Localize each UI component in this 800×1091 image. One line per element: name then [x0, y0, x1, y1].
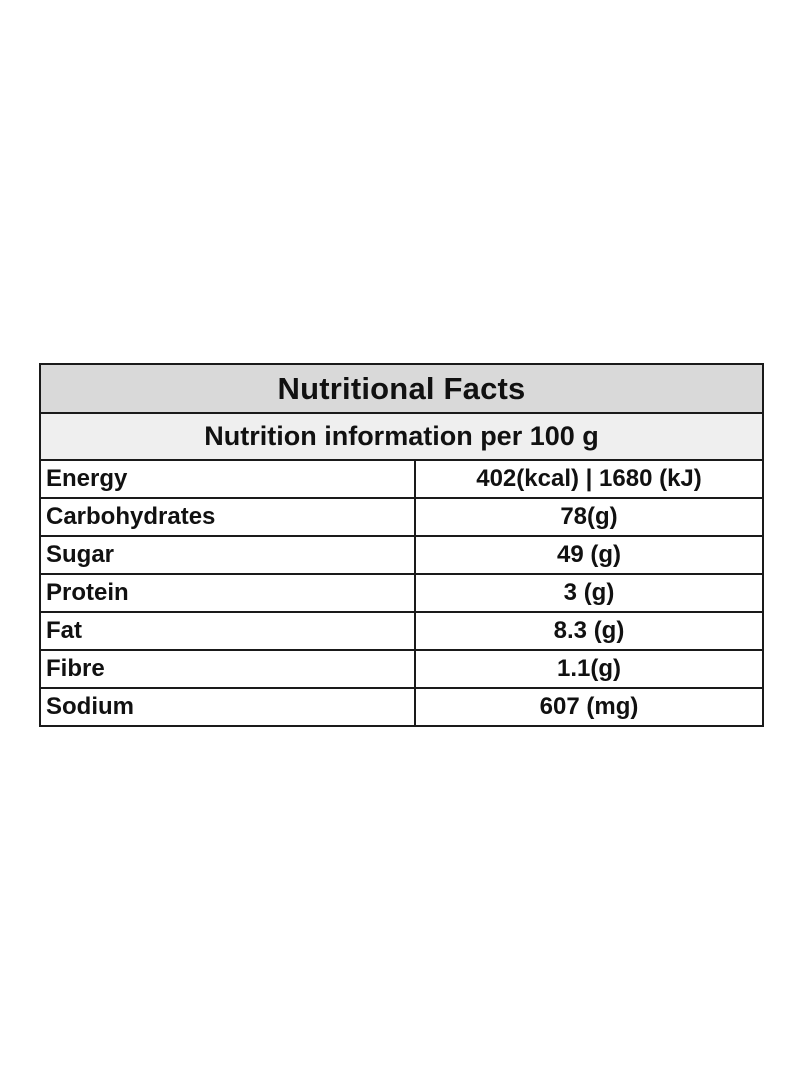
nutrient-value-fat: 8.3 (g): [413, 611, 765, 651]
table-row: Energy 402(kcal) | 1680 (kJ): [39, 459, 765, 499]
table-row: Sodium 607 (mg): [39, 687, 765, 727]
nutrient-value-sugar: 49 (g): [413, 535, 765, 575]
table-row: Fibre 1.1(g): [39, 649, 765, 689]
table-subtitle: Nutrition information per 100 g: [38, 412, 765, 461]
table-row: Sugar 49 (g): [39, 535, 765, 575]
nutrient-value-fibre: 1.1(g): [413, 649, 765, 689]
nutrient-value-energy: 402(kcal) | 1680 (kJ): [413, 459, 765, 499]
nutrient-label-energy: Energy: [39, 459, 416, 499]
title-row: Nutritional Facts: [38, 363, 765, 414]
table-row: Carbohydrates 78(g): [39, 497, 765, 537]
subtitle-row: Nutrition information per 100 g: [38, 412, 765, 461]
nutrient-value-protein: 3 (g): [413, 573, 765, 613]
nutrient-value-sodium: 607 (mg): [413, 687, 765, 727]
nutrient-label-carbohydrates: Carbohydrates: [39, 497, 416, 537]
nutrient-label-fibre: Fibre: [39, 649, 416, 689]
nutrient-label-protein: Protein: [39, 573, 416, 613]
nutrient-label-sodium: Sodium: [39, 687, 416, 727]
nutrient-label-sugar: Sugar: [39, 535, 416, 575]
nutrition-facts-table: Nutritional Facts Nutrition information …: [38, 363, 765, 727]
table-row: Protein 3 (g): [39, 573, 765, 613]
table-title: Nutritional Facts: [38, 363, 765, 414]
nutrient-value-carbohydrates: 78(g): [413, 497, 765, 537]
nutrient-label-fat: Fat: [39, 611, 416, 651]
table-row: Fat 8.3 (g): [39, 611, 765, 651]
